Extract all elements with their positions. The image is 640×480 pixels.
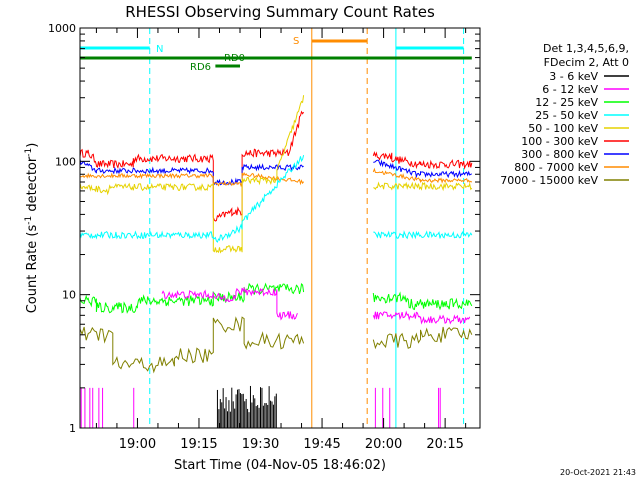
legend-label: 12 - 25 keV	[535, 96, 598, 109]
series-100-300-kev	[372, 150, 473, 170]
legend-label: 300 - 800 keV	[521, 148, 598, 161]
series-800-7000-kev	[79, 172, 305, 188]
legend-label: 6 - 12 keV	[542, 83, 598, 96]
series-12-25-kev	[372, 291, 473, 311]
annotation-rd0: RD0	[224, 53, 245, 64]
series-300-800-kev	[79, 158, 304, 186]
legend-header-fdecim: FDecim 2, Att 0	[544, 56, 629, 69]
series-6-12-kev-spikes	[80, 387, 441, 428]
legend-label: 3 - 6 keV	[549, 70, 598, 83]
series-100-300-kev	[79, 110, 305, 222]
x-tick-label: 19:00	[119, 437, 156, 452]
x-tick-label: 19:30	[242, 437, 279, 452]
chart-title: RHESSI Observing Summary Count Rates	[125, 3, 435, 21]
y-axis-label: Count Rate (s-1 detector-1)	[24, 143, 40, 314]
annotation-n: N	[156, 44, 163, 55]
x-tick-label: 19:45	[303, 437, 340, 452]
series-800-7000-kev	[372, 167, 473, 184]
series-50-100-kev	[373, 181, 473, 192]
plot-frame	[79, 27, 481, 429]
y-tick-label: 10	[62, 289, 76, 302]
series-3-6-kev	[216, 385, 277, 428]
x-tick-label: 20:00	[365, 437, 402, 452]
legend-label: 25 - 50 keV	[535, 109, 598, 122]
legend-label: 7000 - 15000 keV	[500, 174, 598, 187]
legend-label: 800 - 7000 keV	[514, 161, 598, 174]
annotation-rd6: RD6	[190, 62, 211, 73]
y-tick-label: 1000	[48, 22, 76, 35]
series-12-25-kev	[79, 282, 305, 314]
series-6-12-kev	[161, 286, 298, 321]
footer-timestamp: 20-Oct-2021 21:43	[560, 468, 636, 477]
y-tick-label: 100	[55, 155, 76, 168]
x-tick-label: 19:15	[180, 437, 217, 452]
legend: Det 1,3,4,5,6,9, FDecim 2, Att 0 3 - 6 k…	[500, 42, 629, 187]
series-6-12-kev	[372, 310, 471, 325]
legend-label: 100 - 300 keV	[521, 135, 598, 148]
legend-header-detectors: Det 1,3,4,5,6,9,	[543, 42, 629, 55]
series-50-100-kev	[79, 95, 305, 254]
series-300-800-kev	[373, 159, 473, 179]
legend-label: 50 - 100 keV	[528, 122, 598, 135]
plot-data: N S RD0 RD6	[79, 28, 473, 428]
series-25-50-kev	[373, 230, 473, 240]
y-tick-label: 1	[69, 422, 76, 435]
x-tick-label: 20:15	[426, 437, 463, 452]
series-25-50-kev	[79, 154, 305, 243]
series-7000-15000-kev	[79, 316, 305, 374]
x-axis-label: Start Time (04-Nov-05 18:46:02)	[174, 458, 386, 473]
series-7000-15000-kev	[372, 326, 473, 350]
axes: 1 10 100 1000 19:00 19:15 19:30 19:45 20:00 20:15	[48, 22, 480, 452]
annotation-s: S	[293, 36, 299, 47]
